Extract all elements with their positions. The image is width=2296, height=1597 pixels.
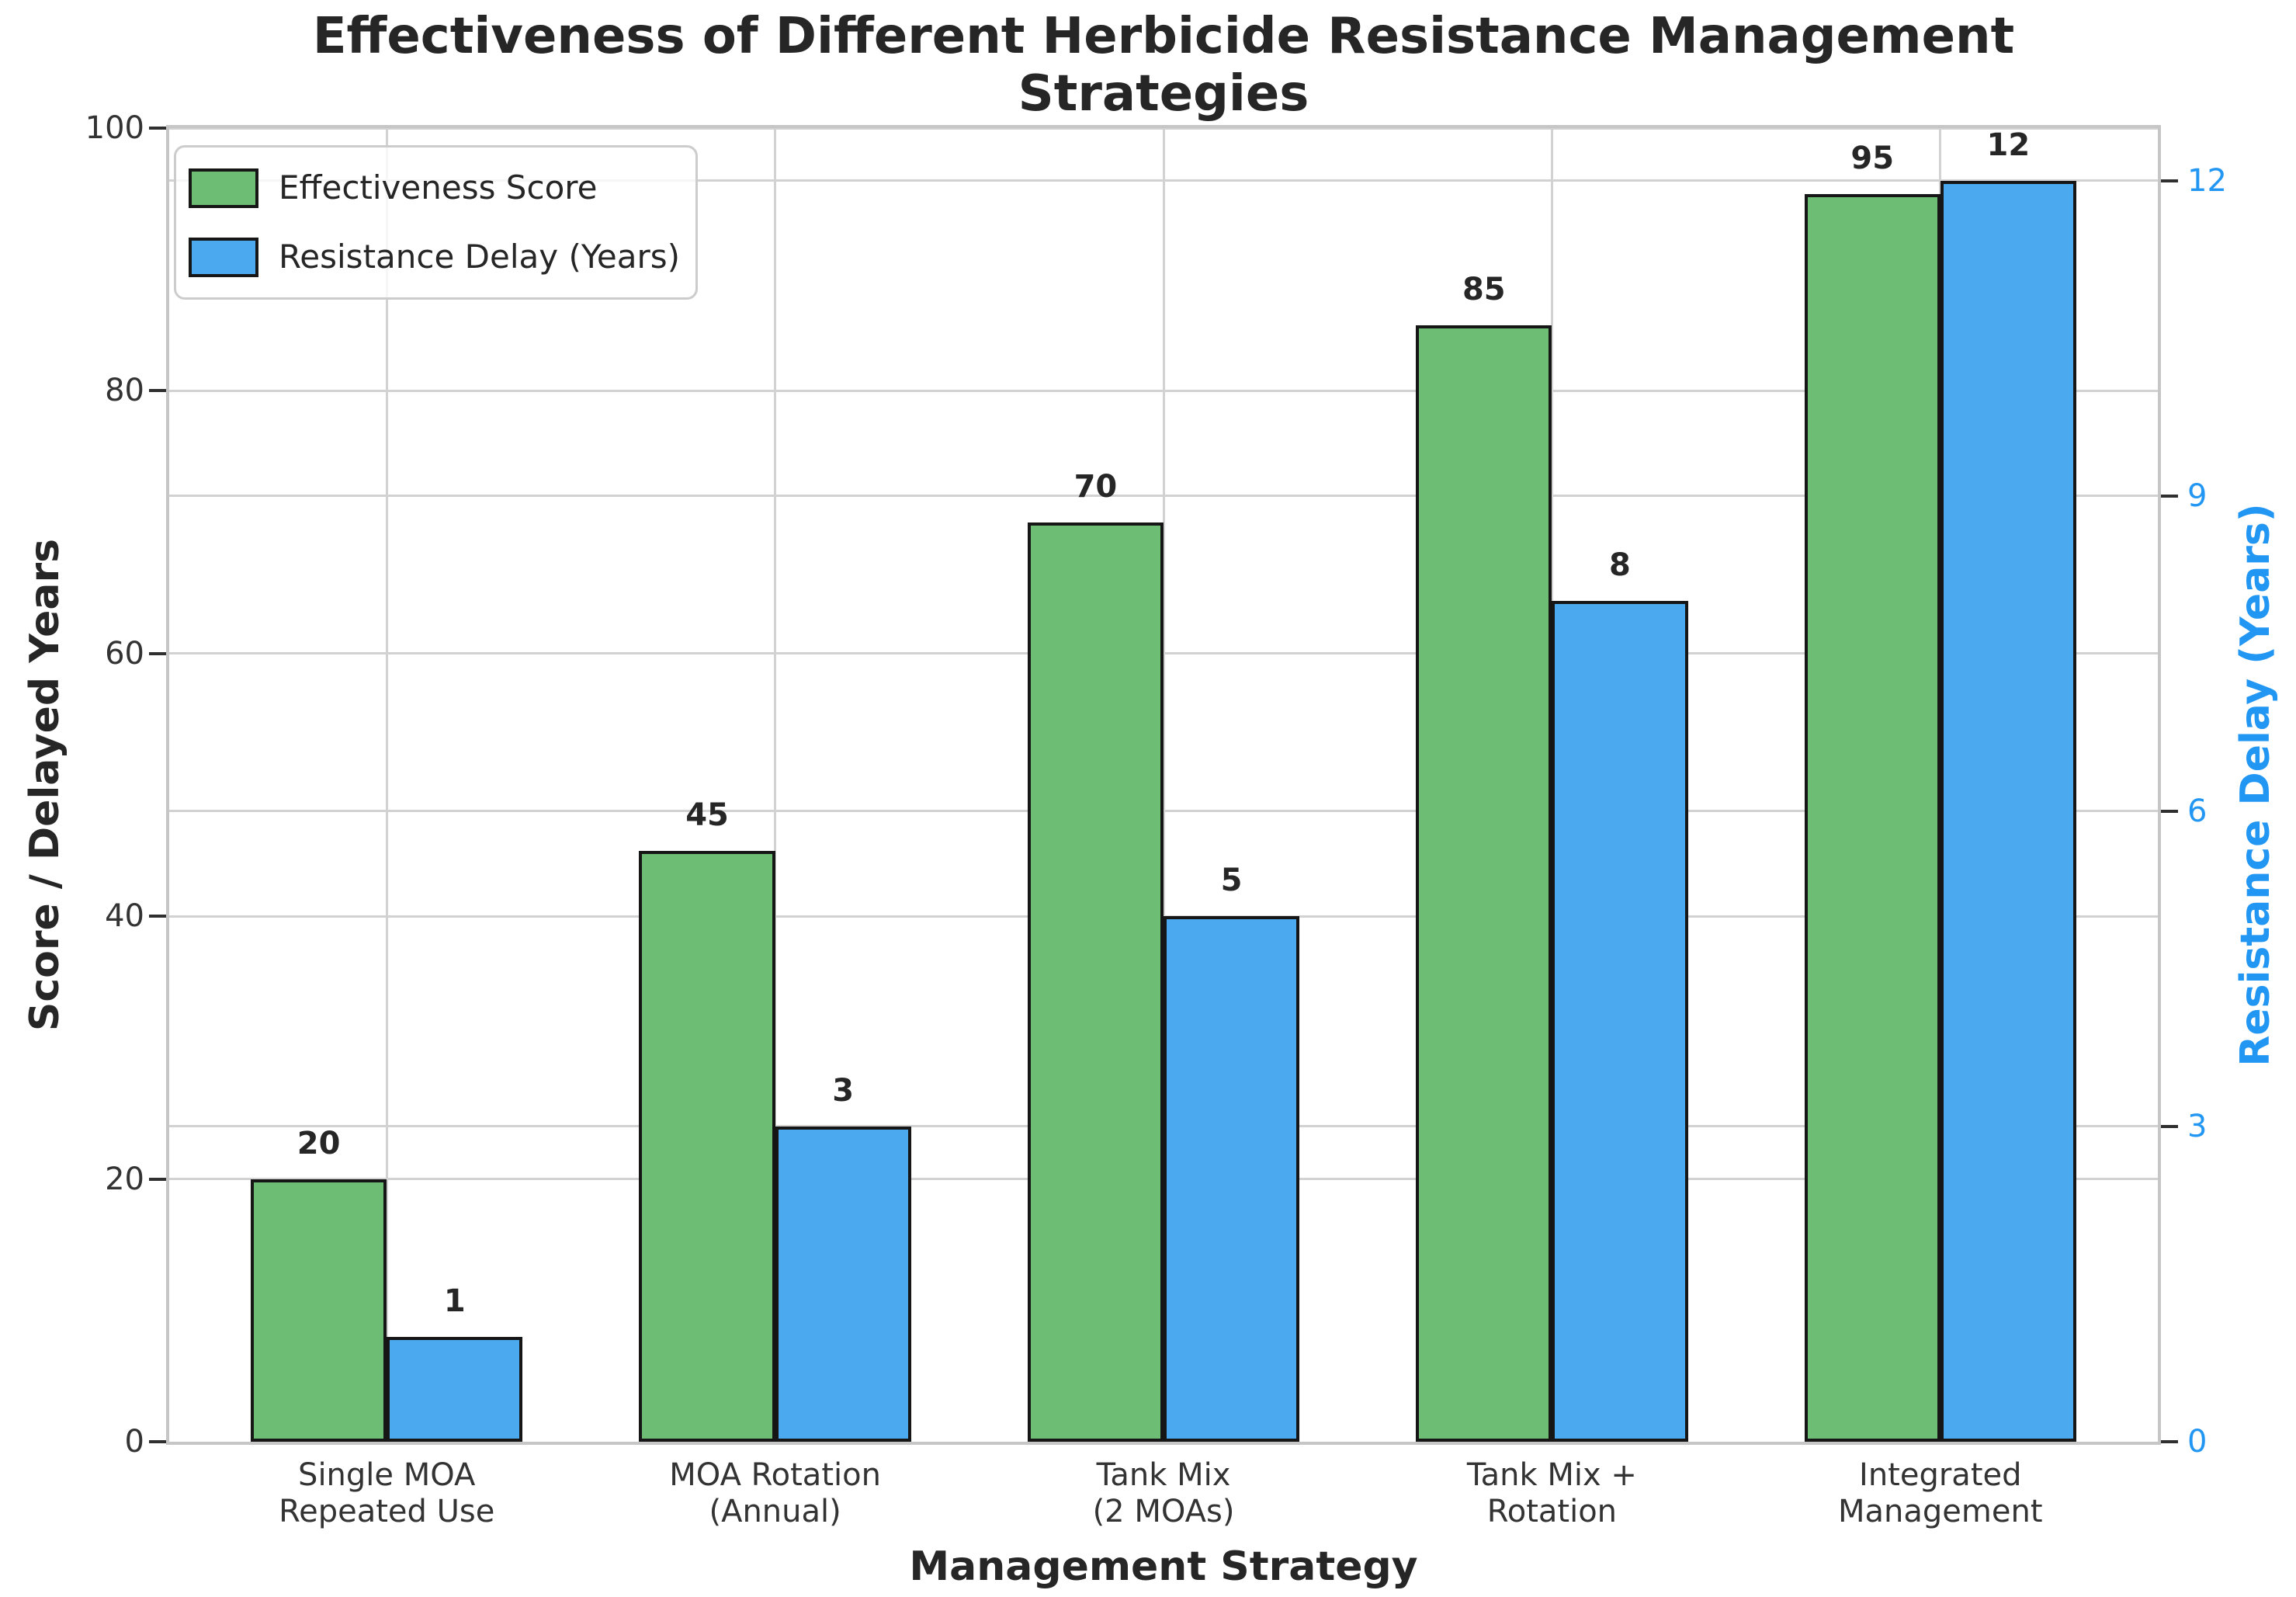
gridline-vertical-0 <box>385 128 388 1442</box>
bar-delay-4 <box>1940 180 2076 1442</box>
x-tick-label-line: MOA Rotation <box>669 1457 881 1493</box>
y-left-tick-label: 60 <box>105 635 144 672</box>
bar-delay-0 <box>387 1336 523 1442</box>
x-tick-label-0: Single MOA Repeated Use <box>185 1457 588 1530</box>
y-right-tick-mark <box>2161 179 2178 182</box>
y-left-tick-mark <box>149 915 166 918</box>
bar-value-label: 1 <box>443 1283 466 1319</box>
y-left-tick-mark <box>149 127 166 130</box>
x-tick-label-1: MOA Rotation (Annual) <box>574 1457 977 1530</box>
y-left-tick-label: 0 <box>124 1424 144 1460</box>
y-left-tick-mark <box>149 651 166 655</box>
y-right-tick-label: 9 <box>2187 477 2208 514</box>
legend-patch-green <box>189 168 258 208</box>
y-right-tick-mark <box>2161 494 2178 498</box>
gridline-vertical-2 <box>1162 128 1165 1442</box>
bar-value-label: 8 <box>1609 547 1631 584</box>
bar-delay-2 <box>1164 916 1300 1442</box>
y-left-tick-mark <box>149 1177 166 1181</box>
y-right-tick-label: 12 <box>2187 162 2227 199</box>
y-axis-title-right: Resistance Delay (Years) <box>2232 503 2279 1067</box>
x-tick-label-line: Tank Mix <box>1096 1457 1231 1493</box>
x-tick-label-4: Integrated Management <box>1739 1457 2142 1530</box>
x-tick-label-line: (Annual) <box>709 1494 841 1529</box>
legend-entry-label: Resistance Delay (Years) <box>279 238 681 276</box>
bar-effectiveness-4 <box>1804 193 1941 1442</box>
y-right-tick-mark <box>2161 1440 2178 1443</box>
y-left-tick-label: 100 <box>85 110 144 146</box>
x-tick-label-line: Rotation <box>1486 1494 1618 1529</box>
y-right-tick-mark <box>2161 809 2178 813</box>
y-right-tick-mark <box>2161 1124 2178 1128</box>
gridline-vertical-1 <box>774 128 777 1442</box>
y-right-tick-label: 6 <box>2187 793 2208 829</box>
bar-value-label: 70 <box>1073 468 1118 505</box>
bar-delay-1 <box>775 1126 911 1442</box>
y-right-tick-label: 3 <box>2187 1108 2208 1144</box>
bar-value-label: 12 <box>1986 127 2031 163</box>
bar-value-label: 3 <box>832 1072 855 1109</box>
bar-value-label: 45 <box>685 797 729 833</box>
bar-effectiveness-1 <box>639 850 775 1442</box>
legend-entry-0: Effectiveness Score <box>189 168 695 208</box>
x-tick-label-line: Management <box>1838 1494 2043 1529</box>
x-tick-label-2: Tank Mix (2 MOAs) <box>962 1457 1365 1530</box>
x-tick-label-line: Single MOA <box>298 1457 476 1493</box>
bar-effectiveness-0 <box>251 1179 387 1442</box>
y-axis-title-left: Score / Delayed Years <box>22 538 68 1032</box>
bar-delay-3 <box>1552 601 1688 1442</box>
x-axis-title: Management Strategy <box>909 1543 1418 1590</box>
legend-patch-blue <box>189 237 258 277</box>
legend-entry-1: Resistance Delay (Years) <box>189 237 695 277</box>
x-tick-label-line: Integrated <box>1859 1457 2022 1493</box>
y-left-tick-label: 40 <box>105 898 144 935</box>
chart-title: Effectiveness of Different Herbicide Res… <box>312 8 2015 123</box>
y-left-tick-label: 80 <box>105 373 144 409</box>
bar-effectiveness-3 <box>1416 325 1552 1442</box>
bar-value-label: 20 <box>297 1125 341 1161</box>
y-left-tick-mark <box>149 389 166 393</box>
plot-area: Effectiveness Score Resistance Delay (Yea… <box>166 125 2161 1445</box>
legend-entry-label: Effectiveness Score <box>279 168 598 207</box>
bar-value-label: 85 <box>1462 271 1506 307</box>
y-left-tick-mark <box>149 1440 166 1443</box>
bar-value-label: 95 <box>1850 140 1895 176</box>
y-left-tick-label: 20 <box>105 1161 144 1197</box>
x-tick-label-line: (2 MOAs) <box>1092 1494 1235 1529</box>
x-tick-label-line: Repeated Use <box>279 1494 495 1529</box>
legend: Effectiveness Score Resistance Delay (Yea… <box>174 145 698 300</box>
bar-value-label: 5 <box>1220 863 1243 899</box>
y-right-tick-label: 0 <box>2187 1424 2208 1460</box>
x-tick-label-line: Tank Mix + <box>1466 1457 1637 1493</box>
x-tick-label-3: Tank Mix + Rotation <box>1350 1457 1753 1530</box>
bar-effectiveness-2 <box>1027 522 1164 1442</box>
